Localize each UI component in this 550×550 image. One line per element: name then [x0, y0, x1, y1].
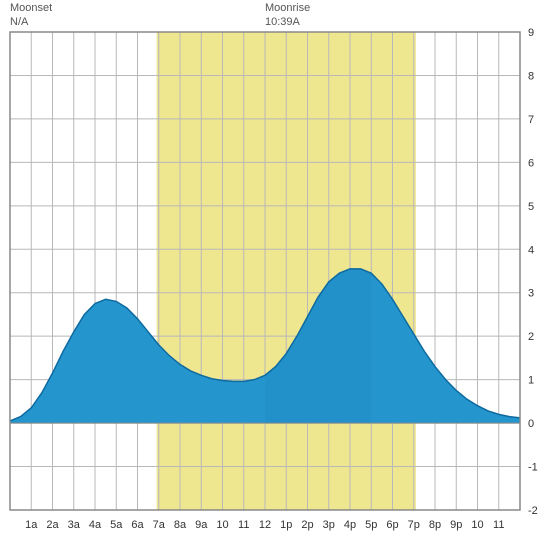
x-tick-label: 2p [301, 519, 313, 531]
y-tick-label: 7 [528, 114, 534, 126]
x-tick-label: 8p [429, 519, 441, 531]
x-tick-label: 8a [174, 519, 187, 531]
y-tick-label: 3 [528, 288, 534, 300]
x-tick-label: 11 [493, 519, 504, 531]
y-tick-label: 5 [528, 201, 534, 213]
x-tick-label: 12 [259, 519, 271, 531]
moonrise-label: Moonrise [265, 2, 310, 14]
x-tick-label: 9a [195, 519, 208, 531]
x-tick-label: 5a [110, 519, 123, 531]
x-tick-label: 4p [344, 519, 356, 531]
y-tick-label: 2 [528, 331, 534, 343]
y-tick-label: -1 [528, 462, 538, 474]
x-tick-label: 3p [323, 519, 335, 531]
y-tick-label: 4 [528, 244, 534, 256]
moonrise-block: Moonrise 10:39A [265, 2, 310, 28]
moonrise-value: 10:39A [265, 16, 310, 28]
y-tick-label: 0 [528, 418, 534, 430]
moonset-value: N/A [10, 16, 52, 28]
x-tick-label: 10 [471, 519, 483, 531]
x-tick-label: 3a [68, 519, 81, 531]
y-tick-label: 8 [528, 70, 534, 82]
y-tick-label: 1 [528, 375, 534, 387]
x-tick-label: 6p [386, 519, 398, 531]
x-tick-label: 1p [280, 519, 292, 531]
moonset-label: Moonset [10, 2, 52, 14]
x-tick-label: 10 [216, 519, 228, 531]
x-tick-label: 5p [365, 519, 377, 531]
x-tick-label: 7p [408, 519, 420, 531]
moonset-block: Moonset N/A [10, 2, 52, 28]
x-tick-label: 11 [238, 519, 249, 531]
x-tick-label: 4a [89, 519, 102, 531]
x-tick-label: 6a [131, 519, 144, 531]
tide-chart: Moonset N/A Moonrise 10:39A -2-101234567… [0, 0, 550, 550]
y-tick-label: 9 [528, 27, 534, 39]
y-tick-label: -2 [528, 505, 538, 517]
x-tick-label: 1a [25, 519, 38, 531]
y-tick-label: 6 [528, 157, 534, 169]
x-tick-label: 2a [46, 519, 59, 531]
x-tick-label: 7a [153, 519, 166, 531]
chart-svg: -2-101234567891a2a3a4a5a6a7a8a9a1011121p… [0, 0, 550, 550]
x-tick-label: 9p [450, 519, 462, 531]
